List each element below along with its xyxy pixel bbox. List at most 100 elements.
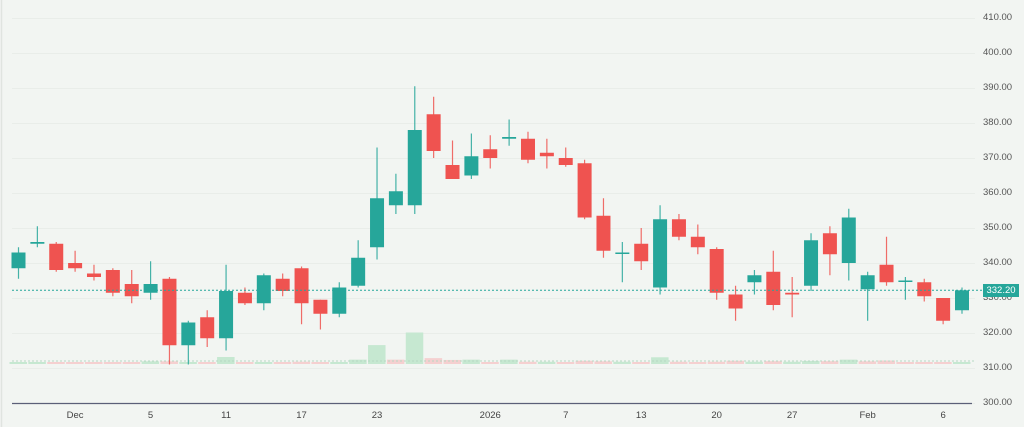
volume-bar (9, 362, 27, 364)
volume-bar (726, 360, 745, 364)
volume-bar (820, 361, 839, 364)
candle[interactable] (822, 226, 837, 276)
volume-bar (47, 362, 65, 364)
time-axis-label: Feb (859, 410, 876, 421)
candle[interactable] (653, 205, 668, 295)
candle[interactable] (558, 147, 573, 167)
volume-bar (28, 362, 46, 364)
candle[interactable] (219, 264, 234, 351)
candle[interactable] (615, 242, 630, 283)
candle[interactable] (388, 173, 403, 214)
candle[interactable] (124, 270, 139, 304)
volume-bar (368, 345, 386, 364)
price-axis-label: 390.00 (983, 82, 1013, 93)
time-axis-label: 5 (147, 410, 154, 421)
volume-bar (669, 361, 688, 364)
volume-bar (462, 359, 480, 364)
candle[interactable] (577, 159, 592, 220)
candle[interactable] (936, 298, 951, 325)
volume-bar (858, 361, 877, 364)
candle[interactable] (464, 133, 479, 180)
volume-bar (122, 362, 141, 364)
time-axis-label: 13 (635, 410, 647, 421)
candle[interactable] (426, 96, 441, 158)
candle[interactable] (728, 285, 743, 321)
price-axis-label: 400.00 (983, 47, 1013, 58)
candle[interactable] (68, 250, 83, 272)
candle[interactable] (294, 266, 309, 325)
volume-bar (500, 359, 518, 364)
volume-bar (575, 360, 594, 364)
volume-bar (764, 361, 782, 364)
candle[interactable] (879, 236, 894, 286)
volume-bar (632, 362, 650, 364)
volume-bar (934, 362, 952, 364)
candle[interactable] (313, 299, 328, 330)
candle[interactable] (785, 277, 800, 318)
candle[interactable] (407, 86, 422, 214)
price-axis-label: 320.00 (983, 327, 1013, 338)
candle[interactable] (690, 224, 705, 255)
volume-bar (896, 362, 914, 364)
candle[interactable] (483, 135, 498, 169)
candle[interactable] (841, 208, 856, 281)
candle[interactable] (162, 277, 177, 365)
price-axis-label: 370.00 (983, 152, 1013, 163)
candle[interactable] (539, 138, 554, 169)
volume-bar (254, 362, 273, 364)
volume-bar (405, 332, 424, 364)
candle[interactable] (596, 198, 611, 258)
time-axis-label: 6 (940, 410, 946, 421)
candle[interactable] (747, 270, 762, 295)
candle[interactable] (181, 320, 196, 365)
candle[interactable] (11, 247, 26, 279)
candle[interactable] (86, 264, 101, 281)
volume-bar (613, 361, 631, 364)
candle[interactable] (804, 233, 819, 291)
time-axis-label: 11 (221, 410, 231, 421)
volume-bar (707, 361, 726, 364)
volume-bar (386, 359, 405, 364)
candles (11, 86, 969, 365)
candle[interactable] (275, 273, 290, 297)
last-price-tag: 332.20 (983, 283, 1019, 297)
volume-bar (556, 362, 575, 364)
volume-bar (651, 357, 669, 364)
candle[interactable] (332, 282, 347, 318)
candle[interactable] (502, 119, 517, 146)
candle[interactable] (370, 147, 385, 260)
candle[interactable] (860, 271, 875, 321)
time-axis-label: Dec (66, 410, 84, 421)
volume-bar (349, 359, 367, 364)
volume-bar (198, 362, 216, 364)
candle[interactable] (955, 287, 969, 314)
candle[interactable] (445, 140, 460, 180)
volume-bar (688, 362, 707, 364)
price-axis-label: 380.00 (983, 117, 1013, 128)
time-axis[interactable]: Dec 5 11 17 23 2026 7 13 20 27 Feb 6 (0, 404, 975, 427)
candle[interactable] (200, 310, 215, 347)
candle[interactable] (105, 268, 120, 297)
candle[interactable] (671, 214, 686, 241)
candle[interactable] (30, 226, 45, 248)
candle[interactable] (634, 228, 649, 270)
time-axis-label: 27 (786, 410, 798, 421)
volume-bar (745, 361, 763, 364)
candle[interactable] (256, 273, 271, 311)
volume-bar (915, 362, 933, 364)
price-axis[interactable]: 410.00 400.00 390.00 380.00 370.00 360.00 350.… (975, 0, 1024, 427)
candle[interactable] (49, 242, 64, 272)
price-axis-label: 300.00 (983, 397, 1013, 408)
price-axis-label: 340.00 (983, 257, 1013, 268)
volume-bar (292, 361, 311, 364)
candle[interactable] (351, 240, 366, 288)
volume-bar (783, 361, 801, 364)
candle[interactable] (898, 277, 913, 300)
candle[interactable] (143, 261, 158, 300)
candle[interactable] (709, 247, 724, 300)
candle[interactable] (766, 250, 781, 311)
gridlines (12, 18, 975, 404)
candle[interactable] (520, 131, 535, 164)
